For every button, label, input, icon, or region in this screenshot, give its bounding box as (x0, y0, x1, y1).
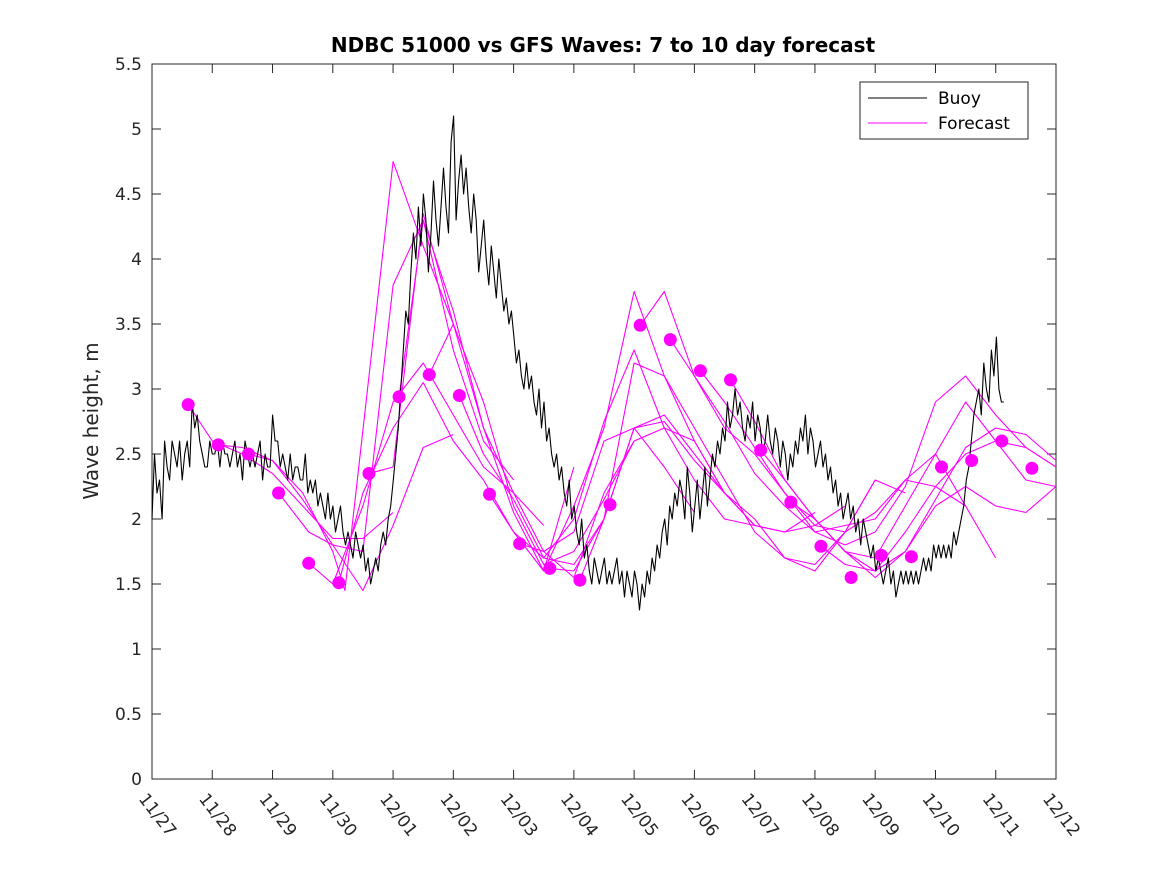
forecast-start-marker (965, 454, 979, 467)
legend-box (859, 81, 1029, 140)
forecast-series-line (790, 440, 1057, 572)
forecast-series-line (549, 420, 876, 572)
forecast-start-marker (663, 333, 677, 347)
forecast-start-marker (633, 318, 647, 332)
y-tick-label: 0 (131, 770, 142, 790)
forecast-start-marker (211, 438, 225, 452)
forecast-start-marker (543, 561, 557, 575)
forecast-start-marker (603, 498, 617, 512)
forecast-series-line (248, 160, 454, 592)
y-tick-label: 1 (131, 640, 142, 660)
forecast-start-marker (693, 364, 707, 378)
forecast-start-marker (784, 495, 798, 509)
y-tick-label: 0.5 (115, 705, 142, 725)
forecast-series-line (368, 212, 635, 566)
forecast-start-marker (362, 467, 376, 480)
y-tick-label: 4 (131, 250, 142, 270)
forecast-start-marker (934, 460, 948, 474)
chart-title: NDBC 51000 vs GFS Waves: 7 to 10 day for… (331, 33, 876, 57)
y-tick-label: 2.5 (115, 445, 142, 465)
forecast-start-marker (844, 571, 858, 584)
forecast-start-marker (302, 556, 316, 570)
y-tick-label: 4.5 (115, 185, 142, 205)
forecast-start-marker (272, 486, 286, 500)
forecast-start-marker (1025, 461, 1039, 475)
forecast-start-marker (392, 390, 406, 404)
forecast-series-line (519, 427, 846, 579)
marker-layer (181, 318, 1039, 590)
forecast-series-line (820, 485, 1057, 572)
forecast-start-marker (482, 487, 496, 501)
y-tick-label: 2 (131, 510, 142, 530)
forecast-start-marker (754, 443, 768, 457)
forecast-series-line (579, 362, 906, 581)
y-tick-label: 5.5 (115, 55, 142, 75)
legend-buoy-label: Buoy (938, 89, 981, 109)
legend-forecast-label: Forecast (938, 114, 1010, 134)
forecast-start-marker (874, 548, 888, 562)
forecast-start-marker (513, 537, 527, 551)
y-tick-label: 3.5 (115, 315, 142, 335)
forecast-start-marker (332, 576, 346, 590)
y-tick-label: 5 (131, 120, 142, 140)
legend: Buoy Forecast (859, 81, 1029, 140)
forecast-start-marker (724, 373, 738, 387)
buoy-series-line (151, 115, 1004, 611)
y-tick-label: 3 (131, 380, 142, 400)
forecast-series-line (458, 349, 755, 559)
forecast-start-marker (181, 398, 195, 412)
y-axis-label: Wave height, m (79, 342, 103, 499)
forecast-start-marker (995, 434, 1009, 448)
forecast-series-line (639, 290, 967, 533)
forecast-start-marker (904, 550, 918, 564)
y-tick-label: 1.5 (115, 575, 142, 595)
forecast-start-marker (814, 539, 828, 553)
forecast-start-marker (452, 389, 466, 402)
forecast-start-marker (241, 447, 255, 461)
forecast-series-line (730, 379, 1057, 559)
forecast-start-marker (422, 368, 436, 382)
forecast-start-marker (573, 573, 587, 587)
forecast-series-line (278, 219, 515, 553)
